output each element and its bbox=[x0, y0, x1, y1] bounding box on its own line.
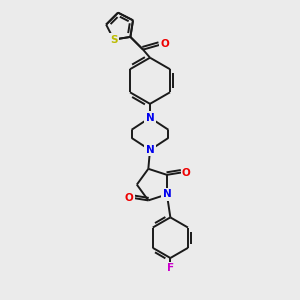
Text: N: N bbox=[146, 145, 154, 155]
Text: O: O bbox=[182, 167, 191, 178]
Text: O: O bbox=[124, 193, 133, 203]
Text: N: N bbox=[163, 189, 171, 200]
Text: N: N bbox=[146, 113, 154, 123]
Text: F: F bbox=[167, 263, 174, 273]
Text: O: O bbox=[160, 39, 169, 49]
Text: S: S bbox=[110, 34, 118, 45]
